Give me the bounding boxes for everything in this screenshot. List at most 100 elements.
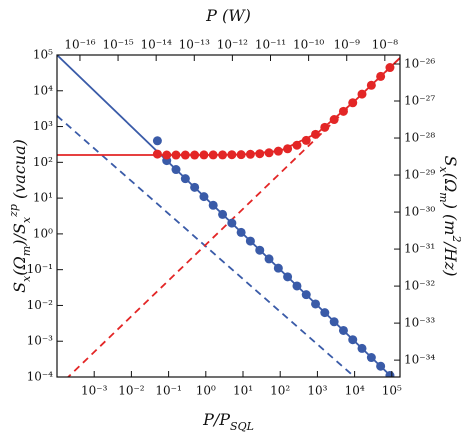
axis-title-part: S	[442, 156, 461, 167]
tick-label: 10⁻³⁴	[404, 353, 435, 367]
data-point	[376, 361, 386, 371]
axis-title-part: x	[20, 216, 33, 223]
tick-label: 10⁻⁹	[334, 38, 361, 52]
tick-label: 10⁵	[382, 384, 402, 398]
tick-label: 10⁻¹⁴	[141, 38, 172, 52]
axis-title-part: 2	[451, 234, 464, 242]
tick-label: 10⁻²	[118, 384, 145, 398]
data-point	[245, 149, 255, 159]
data-point	[264, 148, 274, 158]
tick-label: 10⁻²⁹	[404, 168, 435, 182]
data-point	[245, 236, 255, 246]
tick-label: 10⁻¹⁰	[293, 38, 324, 52]
axis-title: P (W)	[205, 6, 251, 25]
axis-title-part: m	[20, 246, 33, 256]
frame	[56, 54, 401, 378]
tick-label: 10⁻¹²	[217, 38, 248, 52]
axis-title-part: P/P	[202, 410, 230, 429]
tick-label: 10⁻¹⁵	[102, 38, 133, 52]
data-point	[385, 63, 395, 73]
data-point	[190, 182, 200, 192]
axis-title-part: x	[20, 275, 33, 282]
data-point	[292, 140, 302, 150]
tick-label: 10¹	[233, 384, 253, 398]
axis-title-part: ) (m	[442, 202, 461, 236]
data-point	[218, 209, 228, 219]
data-point	[227, 150, 237, 160]
data-point	[236, 227, 246, 237]
data-point	[320, 122, 330, 132]
tick-label: 10⁴	[33, 83, 53, 97]
tick-label: 10³	[307, 384, 327, 398]
tick-label: 10⁻³	[81, 384, 108, 398]
tick-label: 10⁰	[33, 226, 53, 240]
tick-label: 10⁰	[196, 384, 216, 398]
data-point	[208, 150, 218, 160]
tick-label: 10⁻⁸	[372, 38, 399, 52]
tick-label: 10⁵	[33, 48, 53, 62]
axis-title-part: zp	[7, 204, 20, 218]
tick-label: 10⁻³³	[404, 316, 435, 330]
data-point	[329, 317, 339, 327]
data-point	[171, 165, 181, 175]
plot-area	[57, 55, 400, 377]
data-point	[218, 150, 228, 160]
data-point	[311, 129, 321, 139]
tick-label: 10⁻¹	[27, 262, 53, 276]
data-point	[208, 200, 218, 210]
tick-label: 10²	[270, 384, 290, 398]
axis-title-part: (vacua)	[10, 139, 29, 204]
data-point	[152, 149, 162, 159]
fit-line	[57, 115, 356, 377]
data-point	[366, 80, 376, 90]
axis-title-part: (Ω	[10, 256, 29, 276]
tick-label: 10⁻²⁸	[404, 131, 435, 145]
data-point	[385, 371, 395, 377]
data-point	[273, 146, 283, 156]
axis-title-part: P (W)	[205, 6, 251, 25]
tick-label: 10⁻¹	[155, 384, 181, 398]
data-point	[236, 150, 246, 160]
data-point	[180, 150, 190, 160]
axis-title: Sx(Ωm)/Sxzp (vacua)	[7, 139, 33, 293]
data-point	[338, 106, 348, 116]
data-point	[255, 149, 265, 159]
data-point	[171, 150, 181, 160]
data-point	[199, 150, 209, 160]
data-point	[273, 263, 283, 273]
tick-label: 10⁻³	[27, 334, 54, 348]
tick-label: 10⁻³¹	[404, 242, 435, 256]
data-point	[180, 174, 190, 184]
tick-label: 10¹	[33, 191, 53, 205]
data-point	[264, 254, 274, 264]
tick-label: 10⁻²	[27, 298, 54, 312]
data-point	[348, 335, 358, 345]
data-point	[292, 281, 302, 291]
data-point	[199, 192, 209, 202]
data-point	[301, 290, 311, 300]
tick-label: 10⁻²⁶	[404, 56, 435, 70]
axis-title-part: S	[10, 282, 29, 293]
tick-label: 10⁻¹⁶	[64, 38, 95, 52]
tick-label: 10⁻⁴	[27, 370, 54, 384]
tick-label: 10²	[33, 155, 53, 169]
axis-title-part: x	[438, 167, 451, 174]
tick-label: 10³	[33, 119, 53, 133]
data-point	[357, 343, 367, 353]
data-point	[338, 325, 348, 335]
data-point	[162, 150, 172, 160]
fit-line	[57, 57, 400, 156]
data-point	[329, 115, 339, 125]
data-point	[366, 353, 376, 363]
axis-title: P/PSQL	[202, 410, 254, 433]
tick-label: 10⁴	[345, 384, 365, 398]
axis-title-part: m	[438, 192, 451, 202]
fit-line	[57, 55, 394, 377]
axis-title-part: (Ω	[442, 173, 461, 193]
data-point	[311, 299, 321, 309]
data-point	[283, 272, 293, 282]
axis-title-part: SQL	[230, 420, 254, 433]
axis-title: Sx(Ωm) (m2/Hz)	[438, 156, 464, 277]
tick-label: 10⁻²⁷	[404, 94, 435, 108]
axis-title-part: /Hz)	[442, 240, 461, 276]
